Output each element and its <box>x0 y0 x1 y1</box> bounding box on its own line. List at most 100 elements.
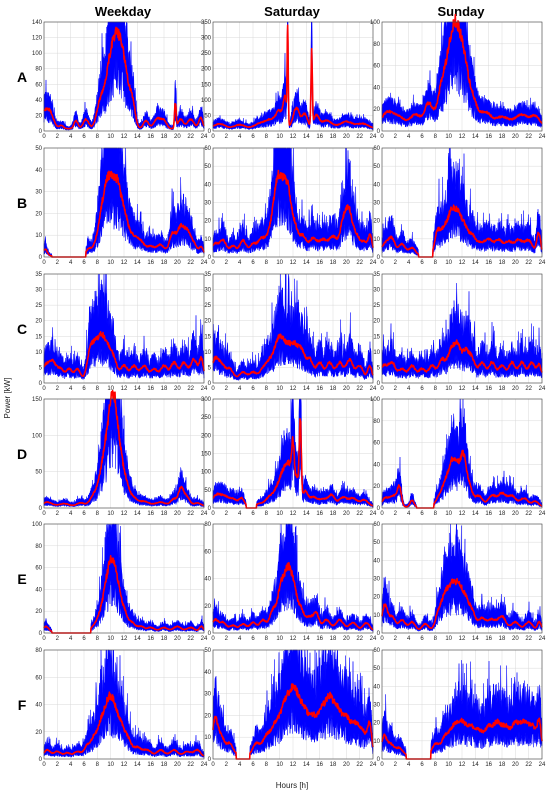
panel-frame <box>212 147 374 258</box>
x-tick-label: 12 <box>121 386 128 392</box>
x-tick-label: 0 <box>211 762 215 768</box>
x-tick-label: 4 <box>407 134 411 140</box>
column-title-weekday: Weekday <box>95 4 152 19</box>
y-tick-label: 25 <box>204 303 211 309</box>
y-tick-label: 50 <box>204 648 211 654</box>
x-tick-label: 24 <box>370 636 377 642</box>
x-tick-label: 8 <box>434 762 438 768</box>
panel-frame <box>43 398 205 509</box>
row-label-d: D <box>17 446 27 462</box>
x-tick-label: 18 <box>161 762 168 768</box>
row-label-e: E <box>17 571 26 587</box>
y-axis-label: Power [kW] <box>3 378 12 419</box>
y-tick-label: 30 <box>204 692 211 698</box>
x-tick-label: 14 <box>303 260 310 266</box>
x-tick-label: 12 <box>121 260 128 266</box>
y-tick-label: 25 <box>35 303 42 309</box>
y-tick-label: 20 <box>35 319 42 325</box>
x-tick-label: 12 <box>290 636 297 642</box>
x-tick-label: 20 <box>512 636 519 642</box>
series-mean-line <box>381 449 543 509</box>
x-tick-label: 14 <box>303 511 310 517</box>
x-tick-label: 18 <box>499 636 506 642</box>
x-tick-label: 2 <box>56 762 60 768</box>
x-tick-label: 6 <box>82 511 86 517</box>
x-tick-label: 14 <box>134 636 141 642</box>
row-label-b: B <box>17 195 27 211</box>
y-tick-label: 10 <box>204 237 211 243</box>
x-tick-label: 2 <box>225 636 229 642</box>
x-tick-label: 16 <box>147 260 154 266</box>
y-tick-label: 60 <box>373 441 380 447</box>
x-tick-label: 4 <box>69 134 73 140</box>
y-tick-label: 0 <box>208 381 212 387</box>
x-tick-label: 10 <box>445 134 452 140</box>
y-tick-label: 0 <box>377 631 381 637</box>
y-tick-label: 60 <box>373 648 380 654</box>
x-tick-label: 20 <box>512 511 519 517</box>
y-tick-label: 5 <box>377 365 381 371</box>
y-tick-label: 35 <box>373 272 380 278</box>
y-tick-label: 60 <box>35 566 42 572</box>
x-tick-label: 4 <box>69 386 73 392</box>
x-tick-label: 6 <box>251 386 255 392</box>
x-tick-label: 0 <box>211 386 215 392</box>
row-label-f: F <box>18 697 27 713</box>
y-tick-label: 20 <box>373 721 380 727</box>
x-tick-label: 10 <box>107 636 114 642</box>
x-tick-label: 22 <box>187 511 194 517</box>
x-tick-label: 4 <box>238 134 242 140</box>
x-tick-label: 4 <box>238 511 242 517</box>
x-tick-label: 0 <box>42 386 46 392</box>
y-tick-label: 60 <box>204 146 211 152</box>
x-tick-label: 20 <box>343 762 350 768</box>
x-tick-label: 14 <box>472 260 479 266</box>
x-tick-label: 16 <box>147 386 154 392</box>
y-tick-label: 30 <box>373 288 380 294</box>
x-tick-label: 6 <box>251 134 255 140</box>
y-tick-label: 20 <box>35 730 42 736</box>
x-tick-label: 2 <box>394 511 398 517</box>
x-tick-label: 8 <box>96 762 100 768</box>
x-tick-label: 2 <box>394 762 398 768</box>
x-tick-label: 4 <box>238 762 242 768</box>
series-mean-line <box>43 691 205 757</box>
x-tick-label: 22 <box>525 260 532 266</box>
x-tick-label: 6 <box>420 762 424 768</box>
x-tick-label: 14 <box>303 134 310 140</box>
y-tick-label: 15 <box>373 334 380 340</box>
x-tick-label: 0 <box>42 636 46 642</box>
y-tick-label: 50 <box>373 164 380 170</box>
series-mean-line <box>212 333 374 378</box>
x-tick-label: 14 <box>134 511 141 517</box>
x-tick-label: 0 <box>211 636 215 642</box>
x-tick-label: 16 <box>147 762 154 768</box>
x-tick-label: 8 <box>96 511 100 517</box>
x-tick-label: 16 <box>147 636 154 642</box>
x-tick-label: 2 <box>56 511 60 517</box>
series-mean-line <box>381 13 543 124</box>
x-tick-label: 10 <box>107 134 114 140</box>
x-tick-label: 22 <box>525 636 532 642</box>
x-tick-label: 16 <box>316 134 323 140</box>
x-tick-label: 4 <box>238 386 242 392</box>
y-tick-label: 250 <box>201 415 212 421</box>
x-tick-label: 10 <box>107 386 114 392</box>
x-tick-label: 6 <box>251 636 255 642</box>
x-tick-label: 22 <box>356 386 363 392</box>
panel-frame <box>381 147 543 258</box>
x-tick-label: 16 <box>485 636 492 642</box>
x-tick-label: 14 <box>472 511 479 517</box>
x-tick-label: 6 <box>82 386 86 392</box>
x-tick-label: 16 <box>485 386 492 392</box>
y-tick-label: 5 <box>208 365 212 371</box>
series-mean-line <box>212 24 374 129</box>
y-tick-label: 100 <box>32 51 43 57</box>
x-tick-label: 0 <box>211 134 215 140</box>
